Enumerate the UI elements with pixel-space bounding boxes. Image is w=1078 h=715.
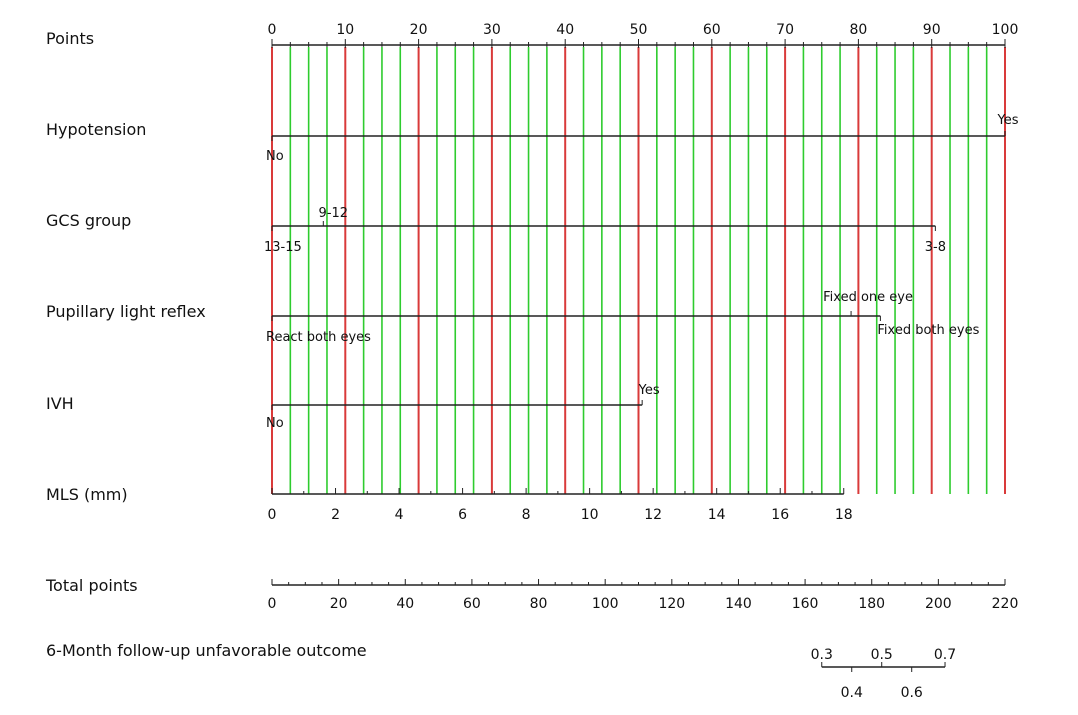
variable-level-label: React both eyes [266,330,371,345]
total-points-tick-label: 40 [396,596,414,612]
variable-level-label: Fixed one eye [823,290,913,305]
row-labels: Points Hypotension GCS group Pupillary l… [45,29,367,660]
total-points-tick-label: 200 [925,596,952,612]
mls-tick-label: 2 [331,507,340,523]
total-points-tick-label: 220 [992,596,1019,612]
axes: 0 10 20 30 40 50 60 70 80 90 100NoYes13-159-123-8R… [264,22,1019,701]
points-tick-label: 100 [992,22,1019,38]
points-tick-label: 80 [849,22,867,38]
total-points-tick-label: 60 [463,596,481,612]
total-points-tick-label: 0 [268,596,277,612]
outcome-row-label: 6-Month follow-up unfavorable outcome [46,641,367,660]
mls-row-label: MLS (mm) [46,485,128,504]
points-tick-label: 30 [483,22,501,38]
total-points-tick-label: 80 [530,596,548,612]
mls-tick-label: 16 [771,507,789,523]
total-points-tick-label: 100 [592,596,619,612]
variable-level-label: Fixed both eyes [877,323,979,338]
points-tick-label: 10 [336,22,354,38]
points-tick-label: 60 [703,22,721,38]
outcome-tick-label: 0.4 [841,685,863,701]
outcome-tick-label: 0.6 [901,685,923,701]
total-points-tick-label: 160 [792,596,819,612]
gridlines [271,47,1006,494]
mls-tick-label: 14 [708,507,726,523]
variable-level-label: 13-15 [264,240,302,255]
total-points-row-label: Total points [45,576,138,595]
total-points-tick-label: 120 [658,596,685,612]
points-tick-label: 50 [630,22,648,38]
points-tick-label: 20 [410,22,428,38]
points-row-label: Points [46,29,94,48]
variable-level-label: 3-8 [925,240,946,255]
mls-tick-label: 6 [458,507,467,523]
total-points-tick-label: 20 [330,596,348,612]
variable-level-label: No [266,416,284,431]
points-tick-label: 0 [268,22,277,38]
mls-tick-label: 12 [644,507,662,523]
hypotension-row-label: Hypotension [46,120,146,139]
variable-level-label: 9-12 [319,206,349,221]
gcs-row-label: GCS group [46,211,131,230]
mls-tick-label: 4 [395,507,404,523]
total-points-tick-label: 140 [725,596,752,612]
variable-level-label: Yes [997,113,1019,128]
outcome-tick-label: 0.3 [811,647,833,663]
outcome-tick-label: 0.5 [871,647,893,663]
mls-tick-label: 0 [268,507,277,523]
points-tick-label: 90 [923,22,941,38]
variable-level-label: Yes [638,383,660,398]
mls-tick-label: 10 [581,507,599,523]
ivh-row-label: IVH [46,394,74,413]
mls-tick-label: 8 [522,507,531,523]
outcome-tick-label: 0.7 [934,647,956,663]
pupillary-row-label: Pupillary light reflex [46,302,206,321]
variable-level-label: No [266,149,284,164]
points-tick-label: 40 [556,22,574,38]
mls-tick-label: 18 [835,507,853,523]
total-points-tick-label: 180 [858,596,885,612]
points-tick-label: 70 [776,22,794,38]
